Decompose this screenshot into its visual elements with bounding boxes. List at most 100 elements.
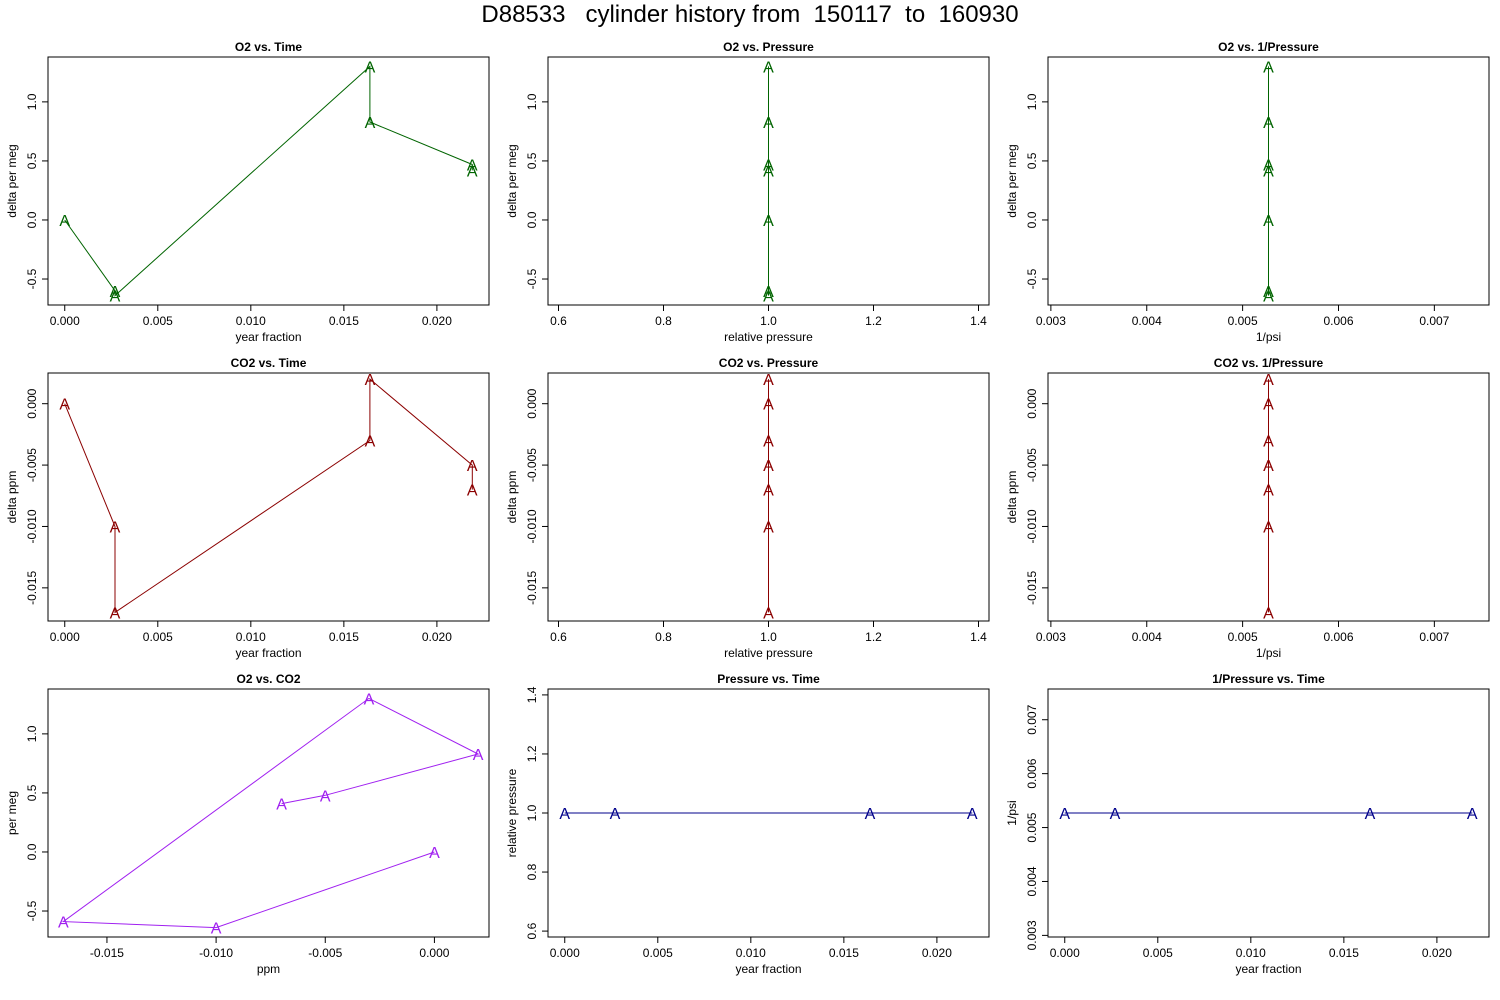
x-tick-label: 0.015 xyxy=(329,630,359,644)
y-axis-label: delta per meg xyxy=(505,144,519,217)
y-tick-label: 0.000 xyxy=(525,388,539,418)
data-point: A xyxy=(473,747,484,764)
y-tick-label: -0.005 xyxy=(25,448,39,482)
data-point: A xyxy=(763,284,774,301)
x-axis-label: relative pressure xyxy=(724,646,813,660)
y-tick-label: -0.5 xyxy=(25,268,39,289)
data-point: A xyxy=(1263,458,1274,475)
y-axis-label: delta per meg xyxy=(1005,144,1019,217)
y-tick-label: 1.0 xyxy=(525,804,539,821)
data-point: A xyxy=(467,157,478,174)
x-tick-label: 0.6 xyxy=(550,630,567,644)
y-tick-label: 0.5 xyxy=(1025,152,1039,169)
data-point: A xyxy=(1467,806,1478,823)
data-point: A xyxy=(110,605,121,622)
chart-panel: CO2 vs. Time year fraction delta ppm 0.000 0… xyxy=(5,356,490,660)
data-point: A xyxy=(763,458,774,475)
chart-panel: CO2 vs. 1/Pressure 1/psi delta ppm 0.003 0.0… xyxy=(1005,356,1490,660)
x-axis-label: year fraction xyxy=(735,962,801,976)
chart-panel: CO2 vs. Pressure relative pressure delta p… xyxy=(505,356,990,660)
x-axis-label: 1/psi xyxy=(1256,330,1281,344)
y-tick-label: 0.003 xyxy=(1025,920,1039,950)
data-point: A xyxy=(110,519,121,536)
x-tick-label: -0.005 xyxy=(308,946,342,960)
x-tick-label: 0.015 xyxy=(1329,946,1359,960)
y-tick-label: 0.5 xyxy=(525,152,539,169)
chart-panel: O2 vs. CO2 ppm per meg -0.015 -0.010 -0.005 0.… xyxy=(5,672,490,976)
data-point: A xyxy=(1263,434,1274,451)
x-tick-label: 0.000 xyxy=(550,946,580,960)
y-tick-label: 1.0 xyxy=(25,725,39,742)
panel-title: 1/Pressure vs. Time xyxy=(1212,672,1325,686)
x-tick-label: 0.005 xyxy=(643,946,673,960)
x-tick-label: 0.004 xyxy=(1132,630,1162,644)
y-tick-label: -0.010 xyxy=(525,509,539,543)
data-point: A xyxy=(1263,519,1274,536)
data-point: A xyxy=(110,289,121,306)
plot-frame xyxy=(47,372,490,622)
data-point: A xyxy=(320,788,331,805)
x-tick-label: 0.006 xyxy=(1323,630,1353,644)
x-tick-label: 0.007 xyxy=(1419,630,1449,644)
y-tick-label: 0.5 xyxy=(25,152,39,169)
data-point: A xyxy=(763,213,774,230)
data-point: A xyxy=(365,434,376,451)
x-tick-label: 0.000 xyxy=(50,314,80,328)
y-tick-label: 0.006 xyxy=(1025,758,1039,788)
data-point: A xyxy=(1263,397,1274,414)
x-tick-label: 0.005 xyxy=(1228,314,1258,328)
data-point: A xyxy=(763,605,774,622)
y-tick-label: 0.8 xyxy=(525,863,539,880)
y-tick-label: -0.5 xyxy=(25,900,39,921)
x-tick-label: 0.8 xyxy=(655,314,672,328)
x-axis-label: relative pressure xyxy=(724,330,813,344)
data-point: A xyxy=(365,115,376,132)
series-line xyxy=(64,65,473,297)
data-point: A xyxy=(1263,163,1274,180)
data-point: A xyxy=(763,157,774,174)
x-tick-label: 1.2 xyxy=(865,314,882,328)
data-point: A xyxy=(276,797,287,814)
x-tick-label: 0.020 xyxy=(422,314,452,328)
data-point: A xyxy=(1263,372,1274,389)
data-point: A xyxy=(429,845,440,862)
chart-panel: O2 vs. 1/Pressure 1/psi delta per meg 0.003… xyxy=(1005,40,1490,344)
chart-panel: 1/Pressure vs. Time year fraction 1/psi 0.0… xyxy=(1005,672,1490,976)
y-tick-label: 1.0 xyxy=(525,93,539,110)
y-axis-label: delta ppm xyxy=(505,471,519,524)
y-axis-label: relative pressure xyxy=(505,768,519,857)
x-tick-label: 0.005 xyxy=(1143,946,1173,960)
x-tick-label: 0.005 xyxy=(143,314,173,328)
x-tick-label: 0.003 xyxy=(1036,314,1066,328)
y-tick-label: 0.5 xyxy=(25,784,39,801)
plot-frame xyxy=(1047,56,1490,306)
x-axis-label: year fraction xyxy=(1235,962,1301,976)
x-tick-label: 0.010 xyxy=(236,630,266,644)
chart-panel: O2 vs. Time year fraction delta per meg 0.0… xyxy=(5,40,490,344)
data-point: A xyxy=(1263,605,1274,622)
y-tick-label: -0.015 xyxy=(525,571,539,605)
plot-frame xyxy=(1047,688,1490,938)
x-tick-label: 0.015 xyxy=(829,946,859,960)
page-title: D88533 cylinder history from 150117 to 1… xyxy=(481,1,1019,28)
y-tick-label: -0.005 xyxy=(1025,448,1039,482)
y-axis-label: delta per meg xyxy=(5,144,19,217)
data-point: A xyxy=(1263,213,1274,230)
panel-title: O2 vs. Time xyxy=(235,40,302,54)
data-point: A xyxy=(763,397,774,414)
x-tick-label: 0.004 xyxy=(1132,314,1162,328)
data-point: A xyxy=(559,806,570,823)
y-tick-label: 0.0 xyxy=(25,211,39,228)
data-point: A xyxy=(967,806,978,823)
y-tick-label: 1.2 xyxy=(525,745,539,762)
x-tick-label: 1.0 xyxy=(760,314,777,328)
data-point: A xyxy=(1263,284,1274,301)
x-tick-label: 0.000 xyxy=(1050,946,1080,960)
y-tick-label: 1.0 xyxy=(1025,93,1039,110)
x-tick-label: -0.010 xyxy=(199,946,233,960)
data-point: A xyxy=(763,163,774,180)
y-tick-label: -0.010 xyxy=(1025,509,1039,543)
data-point: A xyxy=(1263,289,1274,306)
data-point: A xyxy=(865,806,876,823)
